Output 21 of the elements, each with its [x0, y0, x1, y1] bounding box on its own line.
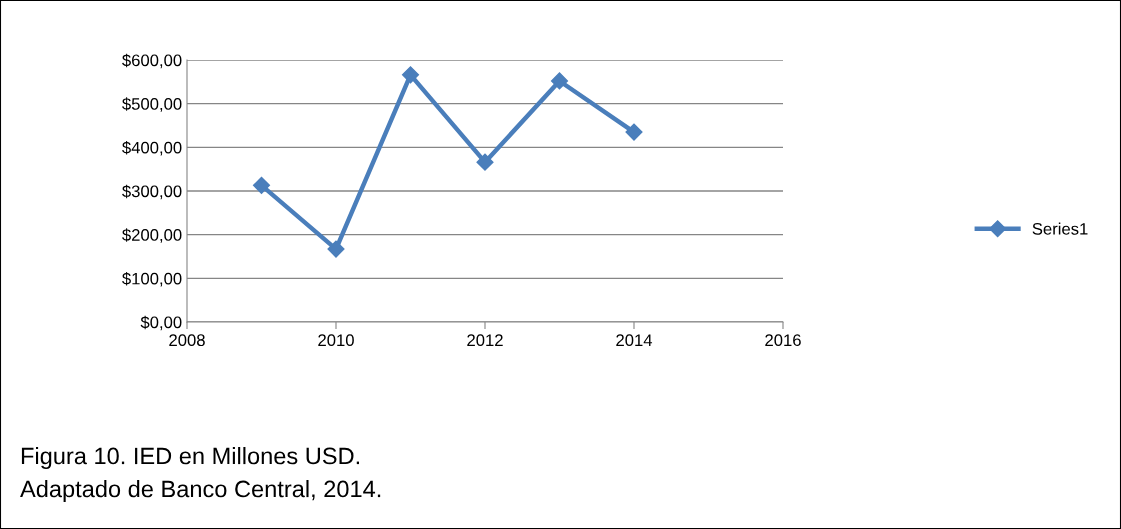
- point: [550, 72, 569, 90]
- point: [327, 240, 345, 258]
- point: [476, 153, 494, 171]
- x-tick-label: 2014: [616, 334, 653, 347]
- y-tick-label: $200,00: [122, 228, 182, 243]
- y-tick-label: $100,00: [122, 272, 182, 287]
- text: Adaptado de Banco Central, 2014.: [20, 479, 381, 503]
- x-tick-label: 2010: [318, 334, 354, 347]
- y-tick-label: $300,00: [122, 184, 182, 200]
- y-tick-label: $0,00: [140, 315, 182, 331]
- text: Figura 10. IED en Millones USD.: [21, 446, 360, 469]
- x-tick-label: 2008: [169, 334, 205, 347]
- x-tick-label: 2016: [765, 334, 801, 347]
- point: [401, 66, 420, 84]
- y-tick-label: $600,00: [122, 53, 182, 69]
- x-tick-label: 2012: [467, 334, 503, 347]
- y-tick-label: $400,00: [122, 141, 182, 156]
- point: [252, 176, 271, 194]
- legend-label: Series1: [1032, 222, 1088, 235]
- point: [625, 123, 643, 141]
- y-tick-label: $500,00: [122, 97, 182, 112]
